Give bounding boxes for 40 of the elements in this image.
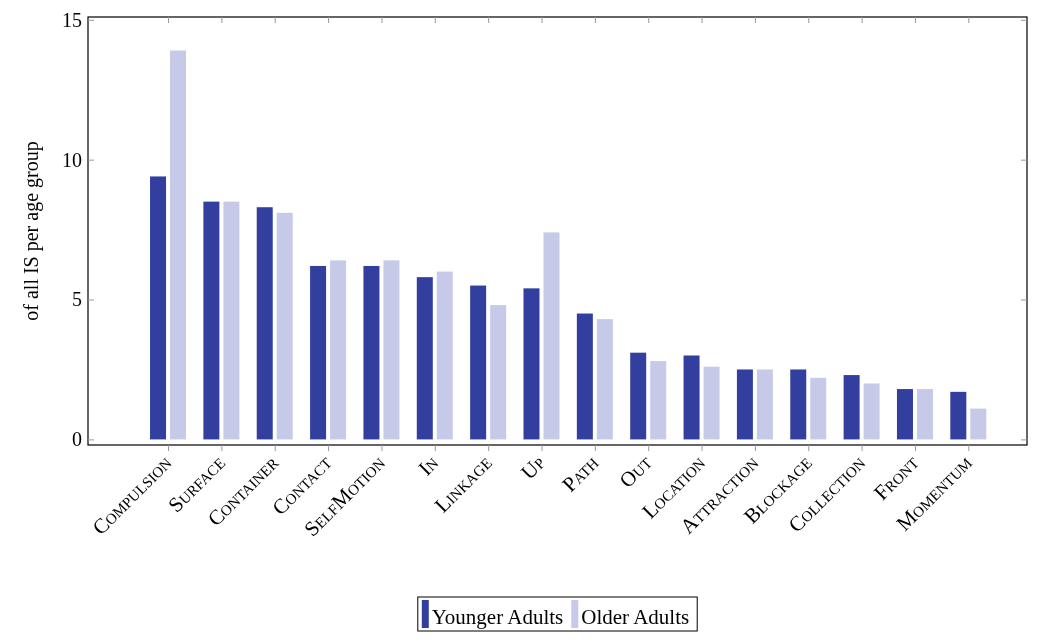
bar xyxy=(596,319,613,440)
bar xyxy=(363,265,380,440)
bar xyxy=(416,277,433,440)
bar xyxy=(810,377,827,440)
y-tick-label: 10 xyxy=(62,148,82,171)
bar xyxy=(543,232,560,440)
y-tick-label: 0 xyxy=(72,428,82,451)
bar xyxy=(523,288,540,440)
bar xyxy=(276,212,293,440)
legend-label: Younger Adults xyxy=(431,605,564,629)
y-tick-label: 5 xyxy=(72,288,82,311)
bar xyxy=(203,201,220,440)
bar xyxy=(170,50,187,440)
bar xyxy=(223,201,240,440)
bar xyxy=(790,369,807,440)
bar xyxy=(736,369,753,440)
bar xyxy=(863,383,880,440)
bar xyxy=(436,271,453,440)
bar xyxy=(490,305,507,440)
bar xyxy=(703,366,720,440)
bar xyxy=(950,391,967,440)
y-tick-label: 15 xyxy=(62,8,82,31)
bar xyxy=(256,207,273,440)
y-axis-title: of all IS per age group xyxy=(20,141,43,321)
bar xyxy=(916,389,933,440)
bar xyxy=(650,361,667,440)
bar xyxy=(576,313,593,440)
bar xyxy=(383,260,400,440)
bar xyxy=(896,389,913,440)
bar xyxy=(683,355,700,440)
bar xyxy=(470,285,487,440)
bar xyxy=(630,352,647,440)
bar xyxy=(970,408,987,440)
bar xyxy=(756,369,773,440)
bar xyxy=(330,260,347,440)
legend-label: Older Adults xyxy=(581,605,690,629)
bar xyxy=(310,265,327,440)
bar xyxy=(843,375,860,440)
bar xyxy=(150,176,167,440)
x-tick-label: Up xyxy=(516,450,550,485)
